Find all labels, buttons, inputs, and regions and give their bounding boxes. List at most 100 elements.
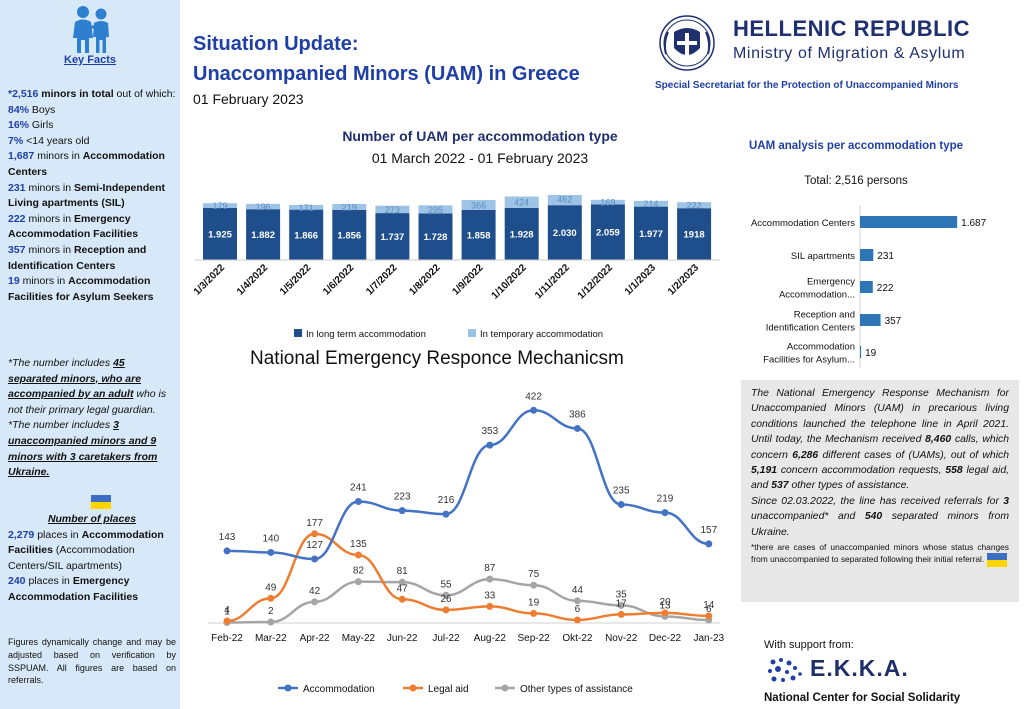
x-tick-label: 1/5/2022 xyxy=(278,262,314,298)
page-title-line1: Situation Update: xyxy=(193,33,359,55)
hbar xyxy=(860,346,862,358)
bar-label-long-term: 2.030 xyxy=(553,228,577,239)
data-label-other-assistance: 2 xyxy=(268,606,274,617)
emergency-mechanism-line-chart: Feb-22 Mar-22 Apr-22 May-22 Jun-22 Jul-22 Aug-… xyxy=(208,391,725,695)
legend-label-temporary: In temporary accommodation xyxy=(480,329,603,340)
hbar-category-label: Accommodation Centers xyxy=(751,218,855,229)
point-other-assistance xyxy=(442,591,450,599)
bar-label-long-term: 1.977 xyxy=(639,229,663,240)
sidebar-footnote: Figures dynamically change and may be ad… xyxy=(8,637,176,686)
data-label-other-assistance: 87 xyxy=(484,563,496,574)
bar-long-term xyxy=(634,206,668,260)
data-label-legal-aid: 33 xyxy=(484,590,496,601)
bar-temporary xyxy=(332,203,367,210)
key-facts-sidebar: Key Facts *2,516 minors in total out of … xyxy=(0,0,180,709)
x-tick-label: Sep-22 xyxy=(517,633,550,644)
point-accommodation xyxy=(661,509,669,517)
bar-label-long-term: 1.728 xyxy=(424,232,448,243)
point-legal-aid xyxy=(486,602,494,610)
legend-swatch-temporary xyxy=(468,329,476,337)
bar-label-temporary: 219 xyxy=(342,202,357,212)
point-accommodation xyxy=(398,507,406,515)
stat-reception: 357 minors in Reception and Identificati… xyxy=(8,243,147,272)
hbar-value-label: 357 xyxy=(885,316,902,327)
stats-list: *2,516 minors in total out of which: 84%… xyxy=(8,87,176,305)
point-accommodation xyxy=(442,510,450,518)
key-facts-title[interactable]: Key Facts xyxy=(64,54,116,66)
bar-label-long-term: 2.059 xyxy=(596,228,620,239)
ukraine-flag-icon xyxy=(91,495,111,509)
bar-temporary xyxy=(547,195,582,206)
legend-marker-accommodation xyxy=(284,684,292,692)
bar-temporary xyxy=(203,203,237,209)
bar-long-term xyxy=(677,208,712,260)
places-block: Number of places 2,279 places in Accommo… xyxy=(8,512,176,606)
data-label-legal-aid: 177 xyxy=(306,518,323,529)
note-separated-link[interactable]: 45 separated minors, who are accompanied… xyxy=(8,357,142,401)
data-label-accommodation: 241 xyxy=(350,483,367,494)
bar-long-term xyxy=(375,213,410,260)
bar-temporary xyxy=(289,205,324,210)
sidebar-notes: *The number includes 45 separated minors… xyxy=(8,356,176,481)
bar-label-temporary: 366 xyxy=(471,200,486,210)
hbar-chart-subtitle: Total: 2,516 persons xyxy=(804,175,908,187)
hbar-category-label: Identification Centers xyxy=(766,323,855,334)
point-legal-aid xyxy=(398,595,406,603)
bar-label-long-term: 1.925 xyxy=(208,230,232,241)
bar-long-term xyxy=(203,208,237,260)
point-accommodation xyxy=(573,424,581,432)
bar-label-temporary: 295 xyxy=(428,205,443,215)
point-other-assistance xyxy=(267,618,275,626)
bar-label-long-term: 1.882 xyxy=(251,230,275,241)
hbar-category-label: Accommodation xyxy=(787,342,855,353)
line-chart-title: National Emergency Responce Mechanicsm xyxy=(250,348,624,369)
data-label-legal-aid: 19 xyxy=(528,597,540,608)
stat-under14: 7% <14 years old xyxy=(8,134,90,147)
secretariat-label: Special Secretariat for the Protection o… xyxy=(655,80,959,91)
note-ukraine-link[interactable]: 3 unaccompanied minors and 9 minors with… xyxy=(8,419,158,479)
data-label-other-assistance: 42 xyxy=(309,586,321,597)
data-label-other-assistance: 81 xyxy=(397,566,409,577)
stat-emergency: 222 minors in Emergency Accommodation Fa… xyxy=(8,212,139,241)
x-tick-label: Feb-22 xyxy=(211,633,243,644)
data-label-accommodation: 422 xyxy=(525,391,542,402)
x-tick-label: 1/12/2022 xyxy=(576,262,616,302)
point-other-assistance xyxy=(617,601,625,609)
point-other-assistance xyxy=(398,578,406,586)
hbar-category-label: Accommodation... xyxy=(779,290,855,301)
data-label-legal-aid: 135 xyxy=(350,539,367,550)
bar-label-temporary: 179 xyxy=(212,201,227,211)
x-tick-label: 1/4/2022 xyxy=(235,262,271,298)
data-label-accommodation: 235 xyxy=(613,486,630,497)
bar-long-term xyxy=(289,209,324,260)
ukraine-flag-icon xyxy=(986,553,1007,568)
line-accommodation xyxy=(226,409,709,561)
data-label-legal-aid: 17 xyxy=(616,598,628,609)
x-tick-label: 1/1/2023 xyxy=(623,262,659,298)
point-legal-aid xyxy=(442,606,450,614)
point-other-assistance xyxy=(311,598,319,606)
x-tick-label: 1/6/2022 xyxy=(321,262,357,298)
x-tick-label: Mar-22 xyxy=(255,633,287,644)
hbar xyxy=(860,281,873,293)
legend-marker-other-assistance xyxy=(501,684,509,692)
stat-accommodation-centers: 1,687 minors in Accommodation Centers xyxy=(8,150,165,178)
bar-temporary xyxy=(590,199,625,205)
point-accommodation xyxy=(530,406,538,414)
point-other-assistance xyxy=(530,581,538,589)
stat-sil: 231 minors in Semi-Independent Living ap… xyxy=(8,181,165,210)
note-ukraine: *The number includes 3 unaccompanied min… xyxy=(8,419,158,479)
bar-temporary xyxy=(375,205,410,214)
bar-long-term xyxy=(504,207,539,260)
point-legal-aid xyxy=(223,617,231,625)
bar-chart-title: Number of UAM per accommodation type xyxy=(342,128,618,144)
point-accommodation xyxy=(354,498,362,506)
data-label-legal-aid: 4 xyxy=(224,605,230,616)
bar-label-temporary: 169 xyxy=(600,198,615,208)
data-label-other-assistance: 1 xyxy=(224,606,230,617)
bar-label-long-term: 1.928 xyxy=(510,229,534,240)
bar-label-temporary: 424 xyxy=(514,198,529,208)
hbar xyxy=(860,249,874,261)
page-title-line2: Unaccompanied Minors (UAM) in Greece xyxy=(193,63,580,85)
x-tick-label: Okt-22 xyxy=(562,633,592,644)
